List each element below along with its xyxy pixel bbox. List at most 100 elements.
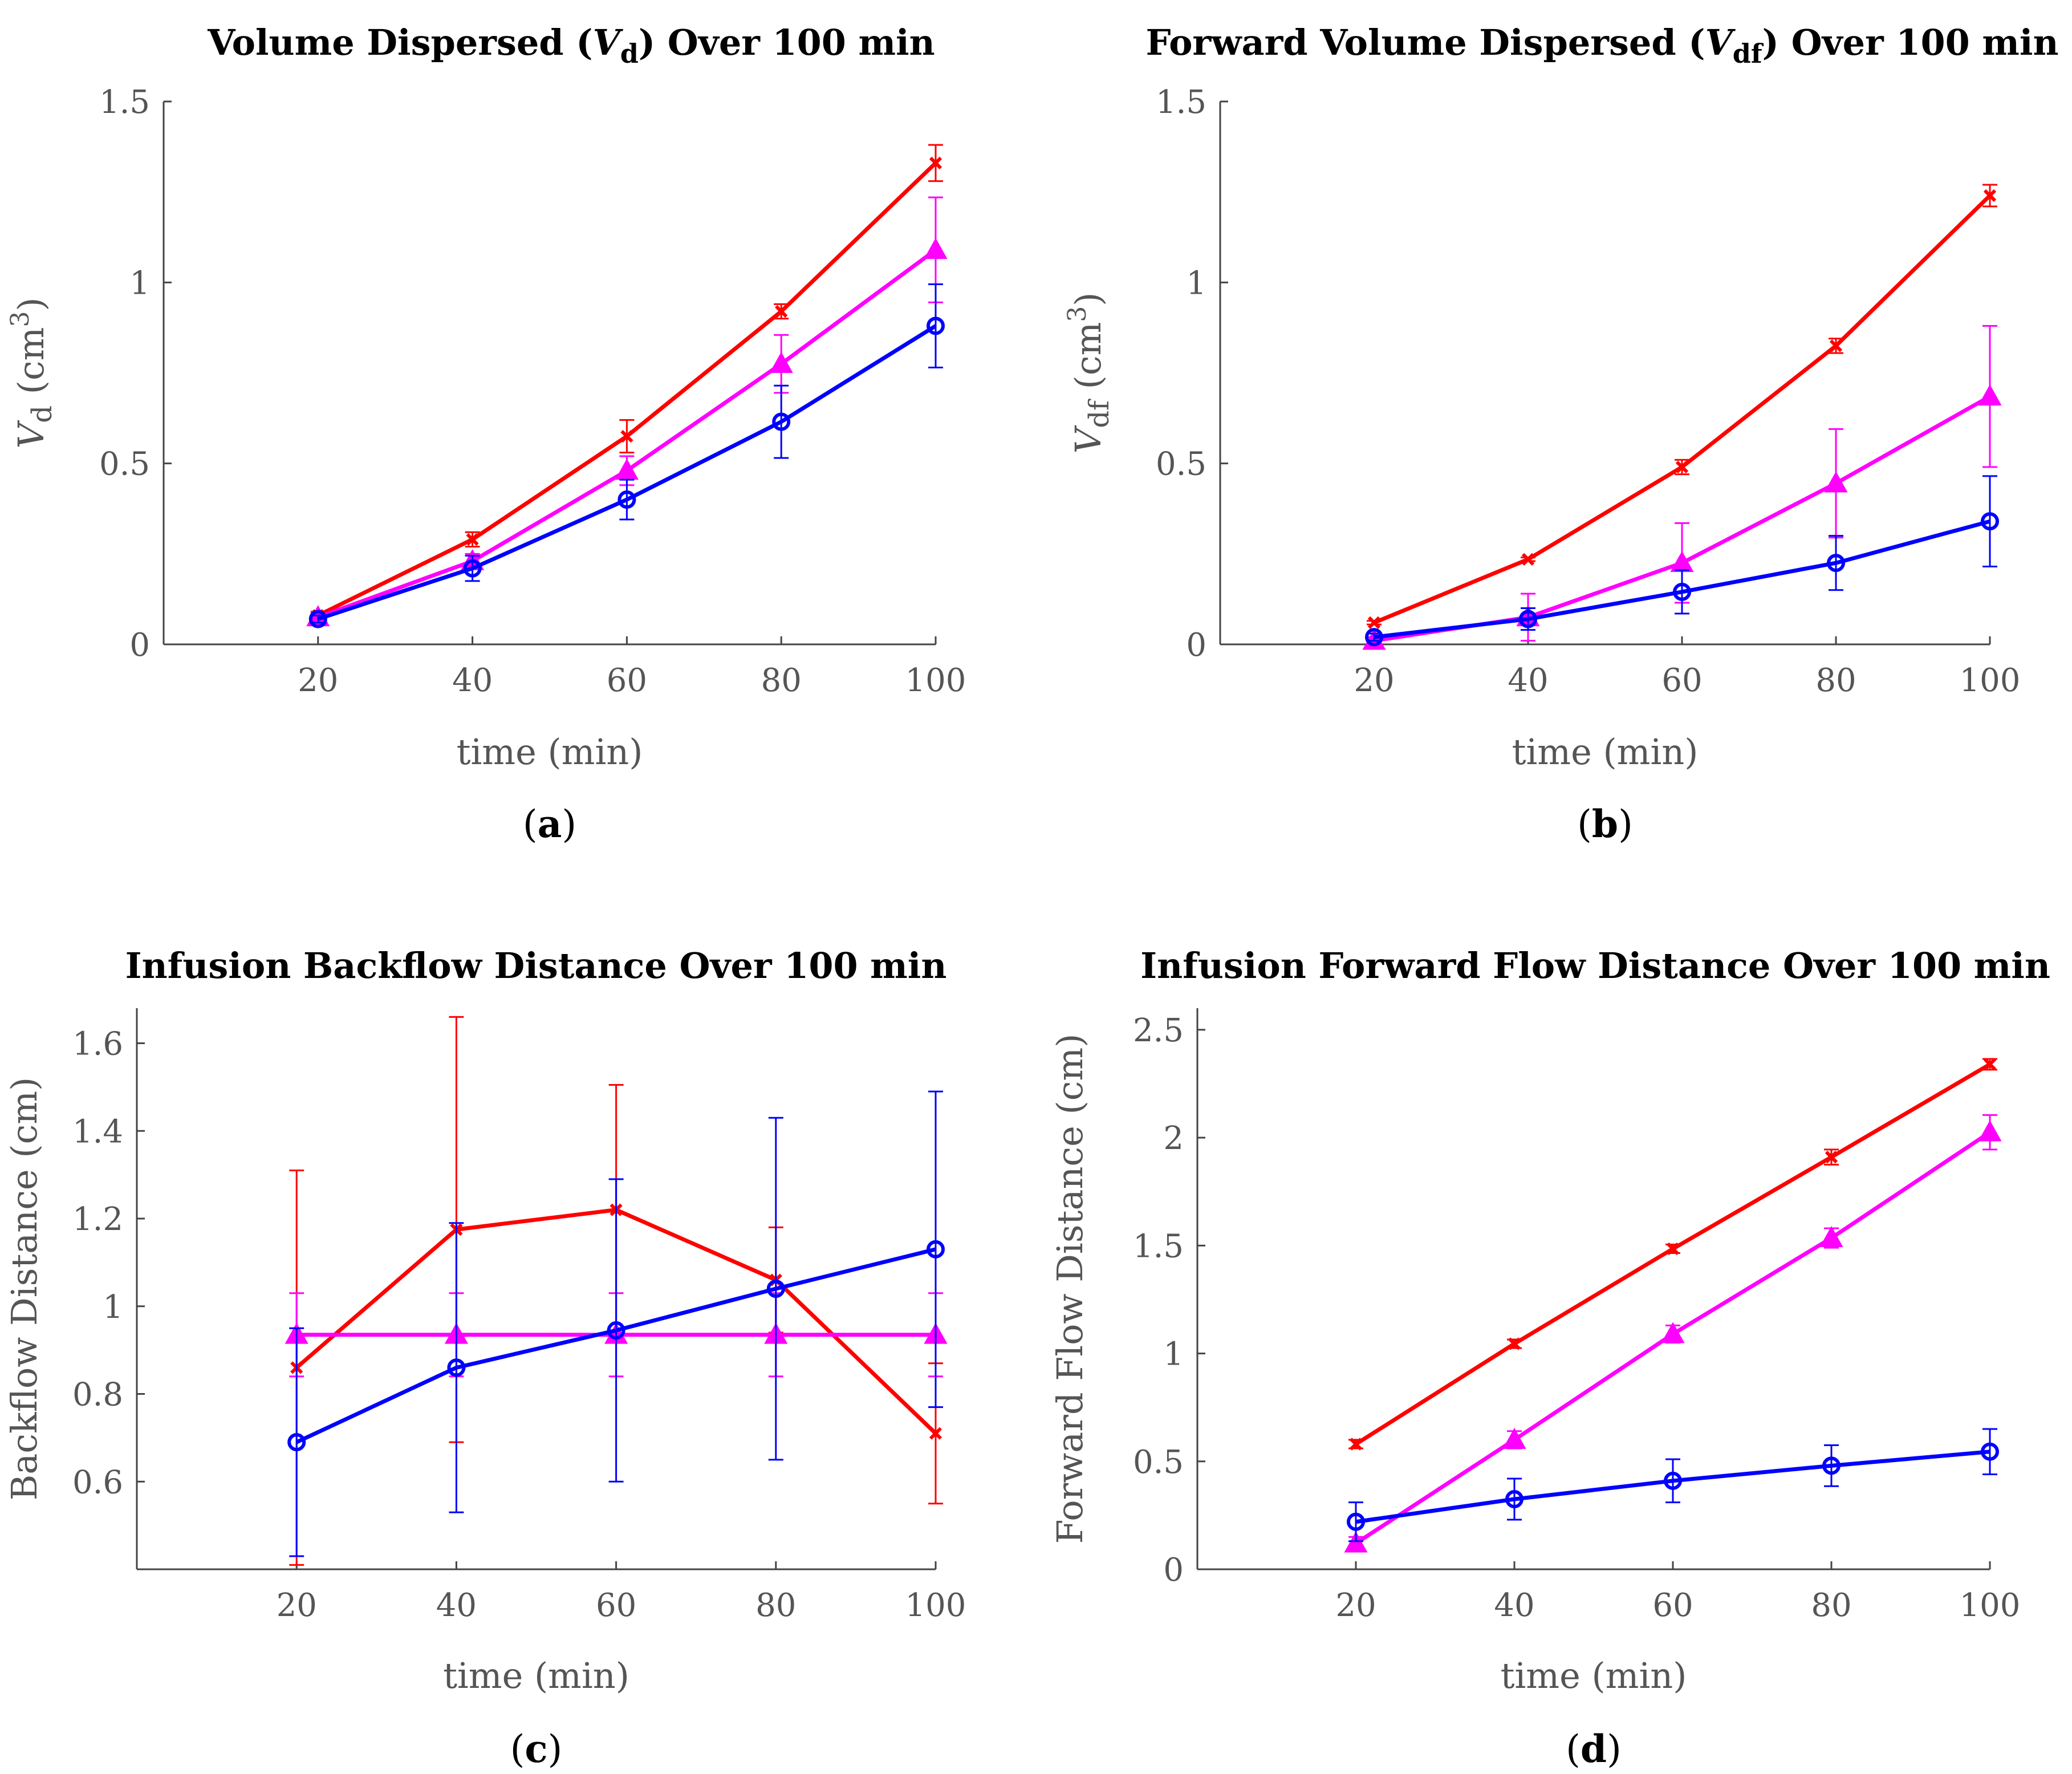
y-tick-label: 0 xyxy=(1186,627,1206,664)
y-tick-label: 2 xyxy=(1163,1120,1184,1157)
y-axis-label: Backflow Distance (cm) xyxy=(3,1077,45,1500)
chart-title: Volume Dispersed (Vd) Over 100 min xyxy=(207,22,935,69)
data-point xyxy=(1519,610,1537,628)
y-tick-label: 1.4 xyxy=(72,1113,123,1150)
x-tick-label: 80 xyxy=(755,1587,796,1624)
data-point xyxy=(927,1240,945,1259)
series-red xyxy=(310,144,943,622)
data-point xyxy=(615,458,639,480)
chart-panel-d: 20 40 60 80 100 0 0.5 1 1.5 2 2.5 Infusion Forward … xyxy=(1049,945,2050,1771)
chart-title: Forward Volume Dispersed (Vdf) Over 100 … xyxy=(1145,22,2058,69)
y-tick-label: 0.5 xyxy=(1156,446,1206,483)
series-blue xyxy=(1347,1428,1999,1542)
x-tick-label: 60 xyxy=(1661,662,1702,699)
data-point xyxy=(1829,339,1843,352)
data-point xyxy=(1521,553,1535,566)
data-point xyxy=(1827,554,1845,573)
x-axis-label: time (min) xyxy=(443,1655,629,1696)
x-tick-label: 20 xyxy=(1354,662,1394,699)
data-point xyxy=(308,610,327,628)
series-magenta xyxy=(1344,1114,2002,1553)
y-tick-label: 1 xyxy=(1163,1336,1184,1373)
data-point xyxy=(1666,1242,1680,1256)
data-point xyxy=(1367,616,1381,630)
chart-title: Infusion Backflow Distance Over 100 min xyxy=(125,945,947,987)
data-point xyxy=(766,1280,785,1298)
data-point xyxy=(1347,1512,1365,1531)
series-blue xyxy=(287,1090,945,1557)
data-point xyxy=(1505,1490,1523,1508)
x-tick-label: 100 xyxy=(905,662,966,699)
y-tick-label: 1.5 xyxy=(99,84,150,121)
panel-label: (b) xyxy=(1577,802,1633,846)
x-tick-label: 40 xyxy=(452,662,493,699)
data-point xyxy=(607,1321,625,1340)
y-axis-label: Forward Flow Distance (cm) xyxy=(1049,1034,1091,1544)
series-line xyxy=(1355,1062,1991,1446)
data-point xyxy=(1349,1438,1363,1451)
x-tick-label: 20 xyxy=(298,662,338,699)
x-tick-label: 40 xyxy=(1508,662,1548,699)
y-tick-label: 1.5 xyxy=(1133,1228,1184,1265)
panel-label: (a) xyxy=(523,802,576,846)
chart-panel-b: 20 40 60 80 100 0 0.5 1 1.5 Forward Volume Disper… xyxy=(1063,22,2059,846)
x-tick-label: 60 xyxy=(607,662,647,699)
y-tick-label: 2.5 xyxy=(1133,1012,1184,1049)
data-point xyxy=(617,490,636,509)
y-tick-label: 0 xyxy=(129,627,150,664)
data-point xyxy=(1819,1225,1843,1247)
y-tick-label: 0.5 xyxy=(1133,1444,1184,1481)
data-point xyxy=(1673,582,1691,601)
x-tick-label: 40 xyxy=(436,1587,477,1624)
data-point xyxy=(1664,1471,1682,1490)
series-line xyxy=(1374,519,1990,639)
data-point xyxy=(1344,1531,1368,1553)
y-tick-label: 1.5 xyxy=(1156,84,1206,121)
x-axis-label: time (min) xyxy=(1512,731,1699,773)
series-blue xyxy=(308,283,945,628)
data-point xyxy=(1983,189,1997,202)
data-point xyxy=(769,352,793,374)
series-line xyxy=(317,324,937,621)
data-point xyxy=(1675,460,1689,474)
panel-label: (d) xyxy=(1566,1727,1622,1771)
x-tick-label: 80 xyxy=(1811,1587,1851,1624)
y-axis-label: Vd (cm3) xyxy=(6,297,58,448)
data-point xyxy=(1822,1456,1841,1475)
data-point xyxy=(929,1427,942,1440)
data-point xyxy=(1983,1058,1997,1071)
data-point xyxy=(775,305,788,318)
x-axis-label: time (min) xyxy=(1501,1655,1687,1696)
data-point xyxy=(447,1358,466,1377)
x-tick-label: 80 xyxy=(761,662,802,699)
data-point xyxy=(466,533,479,546)
x-tick-label: 100 xyxy=(905,1587,966,1624)
y-tick-label: 0.8 xyxy=(72,1377,123,1414)
data-point xyxy=(620,429,633,443)
series-red xyxy=(1348,1058,1997,1451)
data-point xyxy=(1981,512,1999,531)
data-point xyxy=(1978,1120,2002,1142)
chart-panel-a: 20 40 60 80 100 0 0.5 1 1.5 Volume Dispersed (Vd)… xyxy=(6,22,966,846)
y-tick-label: 1 xyxy=(103,1289,123,1326)
data-point xyxy=(929,156,942,170)
data-point xyxy=(772,412,791,431)
chart-title: Infusion Forward Flow Distance Over 100 … xyxy=(1140,945,2050,987)
y-axis-label: Vdf (cm3) xyxy=(1063,293,1115,454)
y-tick-label: 1 xyxy=(129,265,150,302)
data-point xyxy=(1824,471,1848,493)
panel-label: (c) xyxy=(510,1727,563,1771)
data-point xyxy=(1825,1151,1838,1164)
y-tick-label: 1 xyxy=(1186,265,1206,302)
x-tick-label: 20 xyxy=(277,1587,317,1624)
series-magenta xyxy=(306,196,948,627)
data-point xyxy=(1670,551,1694,573)
x-tick-label: 100 xyxy=(1960,662,2021,699)
x-tick-label: 100 xyxy=(1960,1587,2021,1624)
series-blue xyxy=(1365,475,1999,647)
data-point xyxy=(1502,1427,1526,1449)
data-point xyxy=(924,238,948,259)
y-tick-label: 1.6 xyxy=(72,1026,123,1063)
series-line xyxy=(317,161,937,618)
series-line xyxy=(295,1247,936,1444)
